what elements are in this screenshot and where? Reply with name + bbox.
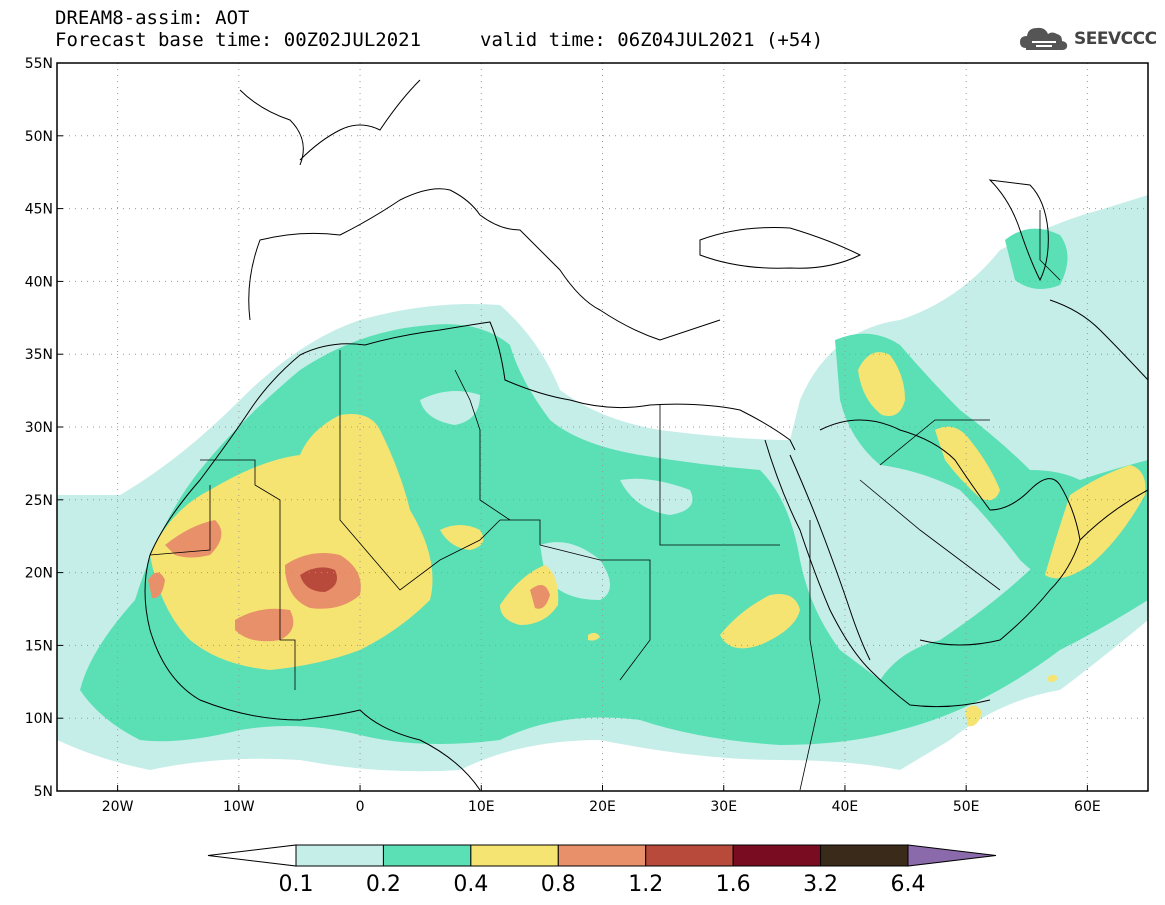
colorbar-label: 0.8: [540, 872, 576, 897]
aot-clear-patch: [540, 542, 610, 600]
colorbar-swatch: [295, 844, 384, 867]
lat-tick-label: 15N: [25, 638, 53, 654]
colorbar-label: 6.4: [890, 872, 926, 897]
colorbar-label: 0.4: [453, 872, 489, 897]
aot-clear-patch: [620, 478, 693, 515]
aot-contour-0.8: [165, 520, 222, 558]
lat-tick-label: 20N: [25, 566, 53, 582]
country-borders: [149, 210, 1061, 791]
lat-tick-label: 40N: [25, 274, 53, 290]
aot-contour-0.4: [858, 352, 905, 416]
lon-tick-label: 50E: [953, 799, 980, 815]
lon-tick-label: 40E: [832, 799, 859, 815]
lat-tick-label: 5N: [34, 784, 53, 800]
colorbar-over-arrow: [907, 844, 997, 867]
lon-tick-label: 10E: [468, 799, 495, 815]
logo-text: SEEVCCC: [1074, 29, 1157, 49]
colorbar: [207, 844, 997, 867]
colorbar-label: 0.1: [278, 872, 314, 897]
aot-contour-0.4: [150, 414, 433, 670]
aot-contour-0.2-caspian: [1005, 228, 1068, 289]
aot-contour-0.4: [720, 594, 800, 649]
aot-clear-patch: [420, 391, 480, 425]
aot-contour-0.4: [1048, 674, 1058, 682]
lat-tick-label: 35N: [25, 347, 53, 363]
colorbar-swatch: [820, 844, 909, 867]
colorbar-swatch: [470, 844, 559, 867]
aot-contour-0.4: [588, 632, 600, 641]
colorbar-swatch: [645, 844, 734, 867]
valid-time: valid time: 06Z04JUL2021 (+54): [480, 29, 824, 51]
colorbar-swatch: [732, 844, 822, 867]
axis-ticks: 5N 10N 15N 20N 25N 30N 35N 40N 45N 50N 55N 20W 10W 0 1…: [25, 56, 1101, 815]
aot-contour-0.8: [235, 608, 294, 642]
colorbar-under-arrow: [207, 844, 297, 867]
colorbar-swatch: [557, 844, 647, 867]
seevccc-logo: SEEVCCC: [1018, 24, 1157, 54]
colorbar-label: 1.6: [715, 872, 751, 897]
aot-contour-0.4: [965, 705, 982, 727]
cloud-icon: [1020, 27, 1068, 50]
lat-tick-label: 50N: [25, 129, 53, 145]
colorbar-label: 1.2: [628, 872, 664, 897]
lon-tick-label: 20E: [589, 799, 616, 815]
aot-contour-0.4: [1045, 465, 1146, 579]
forecast-base-time: Forecast base time: 00Z02JUL2021: [55, 29, 422, 51]
aot-contour-0.4: [500, 565, 559, 625]
lat-tick-label: 30N: [25, 420, 53, 436]
map-title: DREAM8-assim: AOT: [55, 7, 250, 29]
aot-contour-0.8: [148, 572, 165, 599]
lon-tick-label: 20W: [102, 799, 134, 815]
lon-tick-label: 10W: [223, 799, 255, 815]
lat-tick-label: 25N: [25, 493, 53, 509]
lat-tick-label: 45N: [25, 202, 53, 218]
aot-contour-1.2: [300, 567, 338, 592]
aot-contour-0.4: [935, 426, 1000, 501]
aot-contour-0.8: [530, 585, 550, 609]
lon-tick-label: 60E: [1074, 799, 1101, 815]
lat-tick-label: 55N: [25, 56, 53, 72]
colorbar-label: 3.2: [803, 872, 839, 897]
lon-tick-label: 30E: [710, 799, 737, 815]
colorbar-swatch: [382, 844, 472, 867]
gridlines: [57, 63, 1148, 791]
colorbar-label: 0.2: [365, 872, 401, 897]
lon-tick-label: 0: [356, 799, 365, 815]
coastlines: [144, 79, 1148, 791]
lat-tick-label: 10N: [25, 711, 53, 727]
